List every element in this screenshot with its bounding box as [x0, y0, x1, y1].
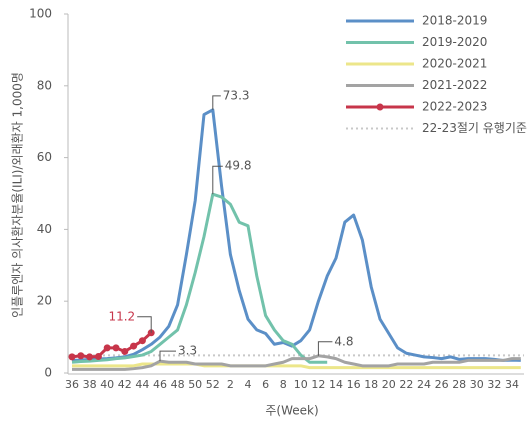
- x-tick-label: 18: [364, 378, 378, 391]
- x-tick-label: 26: [435, 378, 449, 391]
- x-tick-label: 8: [280, 378, 287, 391]
- y-tick-label: 40: [37, 222, 52, 236]
- y-tick-label: 80: [37, 78, 52, 92]
- x-tick-label: 20: [382, 378, 396, 391]
- series-line: [72, 362, 521, 370]
- x-tick-label: 12: [311, 378, 325, 391]
- y-tick-label: 20: [37, 294, 52, 308]
- x-tick-label: 44: [135, 378, 149, 391]
- data-label: 73.3: [223, 88, 250, 102]
- x-tick-label: 24: [417, 378, 431, 391]
- legend-label: 2018-2019: [422, 14, 487, 28]
- x-tick-label: 22: [399, 378, 413, 391]
- y-axis-title: 인플루엔자 의사환자분율(ILI)/외래환자 1,000명: [11, 72, 25, 318]
- callout-line: [212, 165, 223, 195]
- x-tick-label: 2: [227, 378, 234, 391]
- x-axis-title: 주(Week): [265, 404, 318, 418]
- y-tick-label: 100: [29, 7, 52, 21]
- x-tick-label: 6: [262, 378, 269, 391]
- callout-line: [159, 350, 176, 362]
- point: [77, 352, 85, 360]
- x-tick-label: 28: [452, 378, 466, 391]
- point: [112, 344, 120, 352]
- x-tick-label: 34: [505, 378, 519, 391]
- callout-line: [317, 341, 333, 356]
- callout-line: [137, 316, 152, 333]
- legend-label: 2022-2023: [422, 100, 487, 114]
- y-tick-label: 0: [44, 366, 52, 380]
- legend-label: 22-23절기 유행기준: [422, 120, 527, 135]
- x-tick-label: 14: [329, 378, 343, 391]
- x-tick-label: 4: [245, 378, 252, 391]
- point: [68, 353, 76, 361]
- data-label: 3.3: [178, 344, 197, 358]
- data-label: 49.8: [225, 159, 252, 173]
- legend-label: 2021-2022: [422, 78, 487, 92]
- x-tick-label: 38: [83, 378, 97, 391]
- legend-label: 2019-2020: [422, 35, 487, 49]
- data-label: 4.8: [334, 334, 353, 348]
- series-line: [71, 331, 153, 359]
- point: [103, 344, 111, 352]
- point: [130, 342, 138, 350]
- point: [121, 347, 129, 355]
- series-line: [71, 108, 521, 362]
- point: [86, 353, 94, 361]
- x-tick-label: 40: [100, 378, 114, 391]
- series-line: [72, 354, 521, 371]
- x-tick-label: 36: [65, 378, 79, 391]
- x-tick-label: 10: [294, 378, 308, 391]
- series-line: [71, 192, 328, 364]
- point: [94, 352, 102, 360]
- x-tick-label: 50: [188, 378, 202, 391]
- legend-marker: [376, 103, 384, 111]
- data-label: 11.2: [108, 309, 135, 323]
- x-tick-label: 32: [487, 378, 501, 391]
- x-tick-label: 48: [171, 378, 185, 391]
- y-tick-label: 60: [37, 150, 52, 164]
- x-tick-label: 46: [153, 378, 167, 391]
- x-tick-label: 16: [347, 378, 361, 391]
- x-tick-label: 52: [206, 378, 220, 391]
- x-tick-label: 42: [118, 378, 132, 391]
- callout-line: [212, 95, 221, 110]
- point: [138, 337, 146, 345]
- legend-label: 2020-2021: [422, 57, 487, 71]
- x-tick-label: 30: [470, 378, 484, 391]
